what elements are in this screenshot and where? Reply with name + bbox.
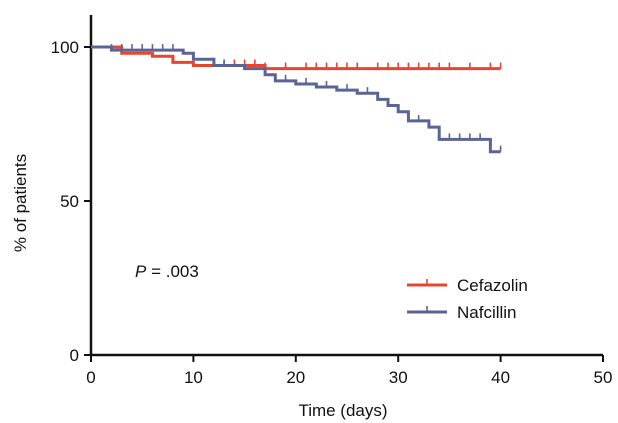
y-axis-title: % of patients <box>11 154 30 252</box>
p-value-symbol: P <box>135 262 147 281</box>
axes: 0 10 20 30 40 50 0 50 100 Time (days) % of patient… <box>11 15 612 420</box>
legend-item-cefazolin: Cefazolin <box>407 276 528 295</box>
legend-label-cefazolin: Cefazolin <box>457 276 528 295</box>
legend-item-nafcillin: Nafcillin <box>407 303 517 322</box>
x-tick-label: 0 <box>86 368 95 387</box>
x-tick-label: 30 <box>389 368 408 387</box>
y-tick-label: 100 <box>51 38 79 57</box>
x-tick-label: 20 <box>286 368 305 387</box>
legend: Cefazolin Nafcillin <box>407 276 528 322</box>
x-axis-title: Time (days) <box>298 401 387 420</box>
p-value-annotation: P = .003 <box>135 262 199 281</box>
y-tick-label: 0 <box>70 346 79 365</box>
y-tick-label: 50 <box>60 192 79 211</box>
x-tick-label: 50 <box>594 368 613 387</box>
x-tick-label: 10 <box>184 368 203 387</box>
survival-curves <box>91 44 502 154</box>
x-tick-label: 40 <box>491 368 510 387</box>
nafcillin-series <box>91 44 502 154</box>
legend-label-nafcillin: Nafcillin <box>457 303 517 322</box>
p-value-text: = .003 <box>146 262 198 281</box>
